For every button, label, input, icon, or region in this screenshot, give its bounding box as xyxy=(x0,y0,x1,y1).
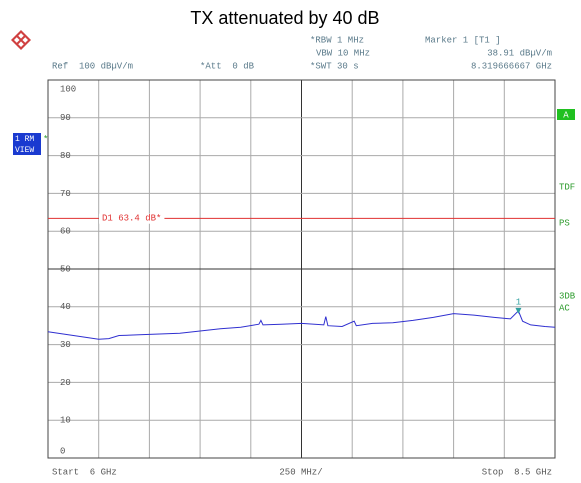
marker xyxy=(515,307,522,314)
x-span: 250 MHz/ xyxy=(279,467,322,477)
trace-a xyxy=(557,109,575,120)
plot-frame xyxy=(47,79,556,459)
y-tick-label: 40 xyxy=(60,302,71,312)
y-tick-label: 100 xyxy=(60,84,76,94)
y-tick-label: 20 xyxy=(60,378,71,388)
y-tick-label: 10 xyxy=(60,416,71,426)
vbw: VBW 10 MHz xyxy=(316,48,370,58)
y-tick-label: 60 xyxy=(60,227,71,237)
x-stop: Stop 8.5 GHz xyxy=(482,467,552,477)
marker-title: Marker 1 [T1 ] xyxy=(425,35,501,45)
marker-level: 38.91 dBµV/m xyxy=(487,48,552,58)
y-tick-label: 0 xyxy=(60,446,65,456)
logo xyxy=(11,30,31,50)
x-start: Start 6 GHz xyxy=(52,467,117,477)
rbw: *RBW 1 MHz xyxy=(310,35,364,45)
right-label: AC xyxy=(559,303,570,313)
right-label: PS xyxy=(559,218,570,228)
y-tick-label: 80 xyxy=(60,151,71,161)
y-tick-label: 70 xyxy=(60,189,71,199)
marker-label: 1 xyxy=(516,297,521,307)
trace xyxy=(47,310,556,340)
ref: Ref 100 dBµV/m xyxy=(52,61,133,71)
marker-freq: 8.319666667 GHz xyxy=(471,61,552,71)
badge-flag: * xyxy=(43,134,48,144)
y-tick-label: 50 xyxy=(60,264,71,274)
reference-label: D1 63.4 dB* xyxy=(102,214,161,224)
att: *Att 0 dB xyxy=(200,61,255,71)
y-tick-label: 30 xyxy=(60,340,71,350)
right-label: TDF xyxy=(559,182,575,192)
right-label: 3DB xyxy=(559,291,576,301)
y-tick-label: 90 xyxy=(60,113,71,123)
reference-label-bg xyxy=(99,213,165,224)
badge-text: 1 RM xyxy=(15,135,34,144)
swt: *SWT 30 s xyxy=(310,61,359,71)
chart-title: TX attenuated by 40 dB xyxy=(190,8,379,28)
right-label: A xyxy=(563,110,569,120)
badge xyxy=(13,133,41,155)
badge-text: VIEW xyxy=(15,146,34,155)
